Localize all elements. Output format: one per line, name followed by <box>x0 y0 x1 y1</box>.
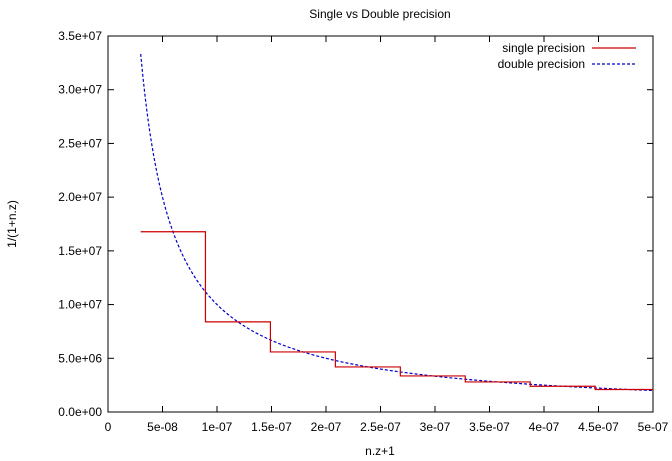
y-tick-label: 2.5e+07 <box>58 136 102 150</box>
x-tick-label: 1e-07 <box>202 420 233 434</box>
y-tick-label: 1.5e+07 <box>58 244 102 258</box>
x-tick-label: 5e-08 <box>147 420 178 434</box>
y-tick-label: 1.0e+07 <box>58 298 102 312</box>
series-layer <box>140 53 654 392</box>
plot-area-border <box>107 35 654 413</box>
y-tick-label: 0.0e+00 <box>58 405 102 419</box>
legend: single precision double precision <box>498 41 636 71</box>
x-tick-label: 5e-07 <box>638 420 669 434</box>
x-axis-label: n.z+1 <box>365 444 395 458</box>
x-tick-label: 3e-07 <box>420 420 451 434</box>
x-tick-label: 2e-07 <box>311 420 342 434</box>
y-tick-label: 3.0e+07 <box>58 83 102 97</box>
x-tick-label: 4e-07 <box>529 420 560 434</box>
x-tick-label: 1.5e-07 <box>251 420 292 434</box>
x-tick-label: 0 <box>105 420 112 434</box>
x-axis: 0 5e-08 1e-07 1.5e-07 2e-07 2.5e-07 3e-07 3.5e-… <box>105 36 669 434</box>
x-tick-label: 4.5e-07 <box>578 420 619 434</box>
chart-title: Single vs Double precision <box>309 7 450 21</box>
y-tick-label: 5.0e+06 <box>58 351 102 365</box>
legend-entry-double-label: double precision <box>498 57 585 71</box>
x-tick-label: 3.5e-07 <box>469 420 510 434</box>
y-tick-label: 2.0e+07 <box>58 190 102 204</box>
series-double-precision-line <box>140 53 654 392</box>
legend-entry-single-label: single precision <box>502 41 585 55</box>
x-tick-label: 2.5e-07 <box>360 420 401 434</box>
y-axis-label: 1/(1+n.z) <box>5 200 19 248</box>
y-axis: 0.0e+00 5.0e+06 1.0e+07 1.5e+07 2.0e+07 2.5e+… <box>58 29 653 419</box>
y-tick-label: 3.5e+07 <box>58 29 102 43</box>
series-single-precision-line <box>140 231 653 391</box>
